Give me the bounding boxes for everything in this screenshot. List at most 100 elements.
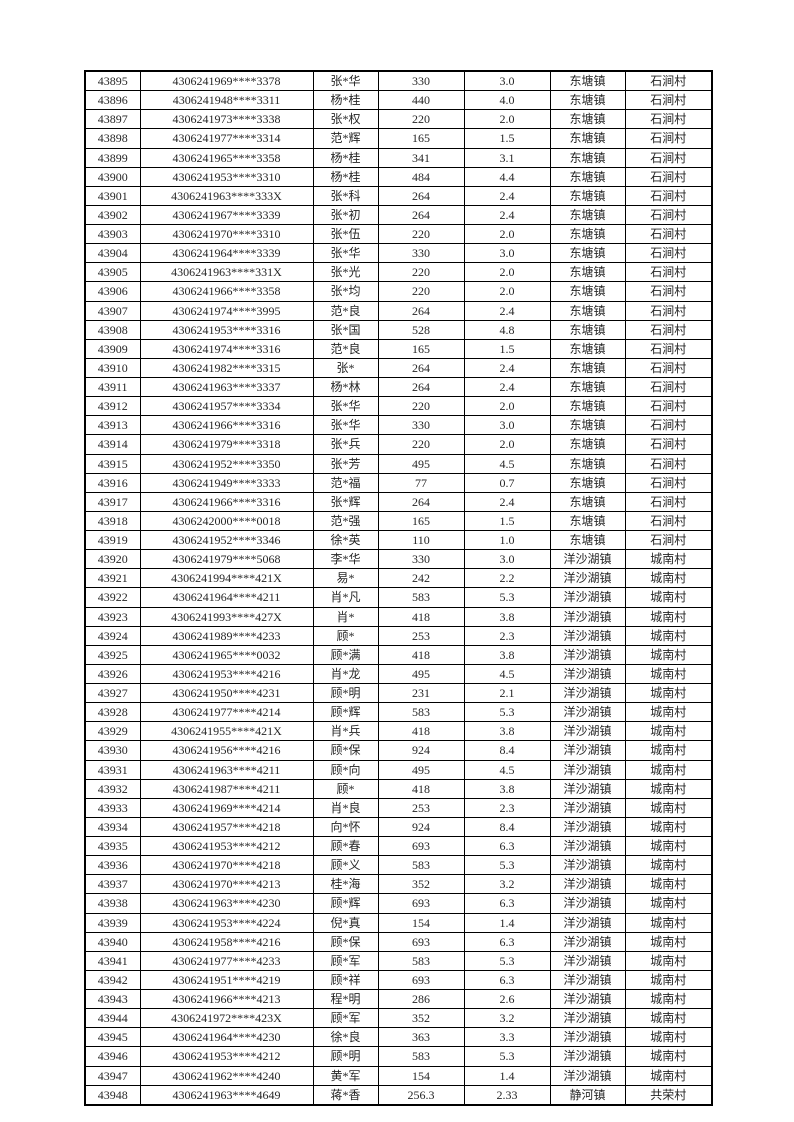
cell-town: 东塘镇 [549, 396, 626, 417]
cell-amount: 693 [377, 835, 465, 857]
cell-serial-number: 43943 [84, 988, 141, 1010]
cell-amount: 495 [377, 453, 465, 474]
cell-id-number: 4306241953****4216 [139, 663, 314, 685]
cell-id-number: 4306241965****3358 [139, 147, 314, 168]
cell-serial-number: 43918 [84, 510, 141, 532]
cell-village: 城南村 [624, 950, 713, 971]
cell-amount: 418 [377, 721, 465, 742]
cell-serial-number: 43940 [84, 931, 141, 952]
table-row: 43908 4306241953****3316 张*国 528 4.8 东塘镇 石涧村 [84, 319, 713, 340]
cell-village: 石涧村 [624, 415, 713, 436]
cell-id-number: 4306241966****3316 [139, 491, 314, 512]
cell-quantity: 1.5 [463, 510, 551, 532]
cell-quantity: 2.0 [463, 396, 551, 417]
table-row: 43947 4306241962****4240 黄*军 154 1.4 洋沙湖镇 城南村 [84, 1065, 713, 1086]
cell-serial-number: 43914 [84, 434, 141, 455]
table-row: 43906 4306241966****3358 张*均 220 2.0 东塘镇 石涧村 [84, 281, 713, 302]
cell-town: 洋沙湖镇 [549, 682, 626, 704]
cell-quantity: 4.5 [463, 759, 551, 780]
cell-serial-number: 43948 [84, 1084, 141, 1106]
cell-town: 东塘镇 [549, 491, 626, 512]
cell-quantity: 2.4 [463, 185, 551, 206]
cell-id-number: 4306241962****4240 [139, 1065, 314, 1086]
cell-amount: 693 [377, 931, 465, 952]
table-row: 43935 4306241953****4212 顾*春 693 6.3 洋沙湖镇 城南村 [84, 835, 713, 857]
cell-serial-number: 43931 [84, 759, 141, 780]
cell-amount: 253 [377, 625, 465, 646]
cell-name: 顾*保 [312, 740, 379, 761]
cell-quantity: 2.4 [463, 204, 551, 226]
cell-id-number: 4306241963****4230 [139, 893, 314, 914]
table-row: 43945 4306241964****4230 徐*良 363 3.3 洋沙湖镇 城南村 [84, 1027, 713, 1048]
cell-id-number: 4306241950****4231 [139, 682, 314, 704]
cell-amount: 264 [377, 357, 465, 379]
cell-town: 洋沙湖镇 [549, 606, 626, 627]
cell-quantity: 3.0 [463, 549, 551, 570]
cell-amount: 256.3 [377, 1084, 465, 1106]
cell-quantity: 3.0 [463, 70, 551, 92]
cell-id-number: 4306241953****4224 [139, 912, 314, 933]
cell-id-number: 4306241953****3310 [139, 166, 314, 187]
cell-name: 徐*英 [312, 529, 379, 551]
cell-amount: 154 [377, 912, 465, 933]
table-row: 43901 4306241963****333X 张*科 264 2.4 东塘镇 石涧村 [84, 185, 713, 206]
cell-serial-number: 43923 [84, 606, 141, 627]
cell-quantity: 3.2 [463, 1008, 551, 1029]
cell-serial-number: 43934 [84, 816, 141, 838]
cell-town: 洋沙湖镇 [549, 740, 626, 761]
cell-id-number: 4306241966****3316 [139, 415, 314, 436]
cell-village: 石涧村 [624, 90, 713, 111]
cell-id-number: 4306241956****4216 [139, 740, 314, 761]
cell-village: 城南村 [624, 969, 713, 991]
cell-quantity: 6.3 [463, 931, 551, 952]
cell-amount: 253 [377, 797, 465, 818]
cell-quantity: 2.6 [463, 988, 551, 1010]
cell-id-number: 4306241953****4212 [139, 1046, 314, 1067]
cell-village: 石涧村 [624, 300, 713, 321]
cell-serial-number: 43906 [84, 281, 141, 302]
table-row: 43896 4306241948****3311 杨*桂 440 4.0 东塘镇 石涧村 [84, 90, 713, 111]
cell-amount: 484 [377, 166, 465, 187]
cell-id-number: 4306241972****423X [139, 1008, 314, 1029]
table-row: 43922 4306241964****4211 肖*凡 583 5.3 洋沙湖镇 城南村 [84, 587, 713, 608]
table-row: 43897 4306241973****3338 张*权 220 2.0 东塘镇 石涧村 [84, 109, 713, 130]
table-row: 43902 4306241967****3339 张*初 264 2.4 东塘镇 石涧村 [84, 204, 713, 226]
cell-name: 程*明 [312, 988, 379, 1010]
cell-id-number: 4306241977****4233 [139, 950, 314, 971]
table-row: 43920 4306241979****5068 李*华 330 3.0 洋沙湖镇 城南村 [84, 549, 713, 570]
table-row: 43905 4306241963****331X 张*光 220 2.0 东塘镇 石涧村 [84, 262, 713, 283]
cell-name: 张*华 [312, 243, 379, 264]
cell-serial-number: 43913 [84, 415, 141, 436]
cell-village: 城南村 [624, 644, 713, 665]
table-row: 43903 4306241970****3310 张*伍 220 2.0 东塘镇 石涧村 [84, 223, 713, 245]
cell-name: 范*良 [312, 300, 379, 321]
cell-quantity: 0.7 [463, 472, 551, 493]
cell-name: 李*华 [312, 549, 379, 570]
cell-amount: 330 [377, 415, 465, 436]
cell-serial-number: 43905 [84, 262, 141, 283]
cell-serial-number: 43912 [84, 396, 141, 417]
cell-quantity: 3.0 [463, 415, 551, 436]
cell-village: 城南村 [624, 663, 713, 685]
cell-town: 洋沙湖镇 [549, 912, 626, 933]
cell-serial-number: 43945 [84, 1027, 141, 1048]
cell-amount: 583 [377, 702, 465, 723]
cell-id-number: 4306241957****4218 [139, 816, 314, 838]
cell-quantity: 2.2 [463, 568, 551, 589]
cell-name: 肖*凡 [312, 587, 379, 608]
cell-serial-number: 43909 [84, 338, 141, 359]
cell-serial-number: 43929 [84, 721, 141, 742]
cell-serial-number: 43935 [84, 835, 141, 857]
table-row: 43916 4306241949****3333 范*福 77 0.7 东塘镇 石涧村 [84, 472, 713, 493]
cell-amount: 440 [377, 90, 465, 111]
cell-village: 城南村 [624, 893, 713, 914]
cell-name: 张*华 [312, 415, 379, 436]
cell-id-number: 4306241963****4211 [139, 759, 314, 780]
cell-name: 张*权 [312, 109, 379, 130]
cell-town: 东塘镇 [549, 338, 626, 359]
cell-amount: 924 [377, 740, 465, 761]
cell-village: 城南村 [624, 1065, 713, 1086]
cell-amount: 418 [377, 644, 465, 665]
cell-village: 城南村 [624, 682, 713, 704]
table-row: 43940 4306241958****4216 顾*保 693 6.3 洋沙湖镇 城南村 [84, 931, 713, 952]
